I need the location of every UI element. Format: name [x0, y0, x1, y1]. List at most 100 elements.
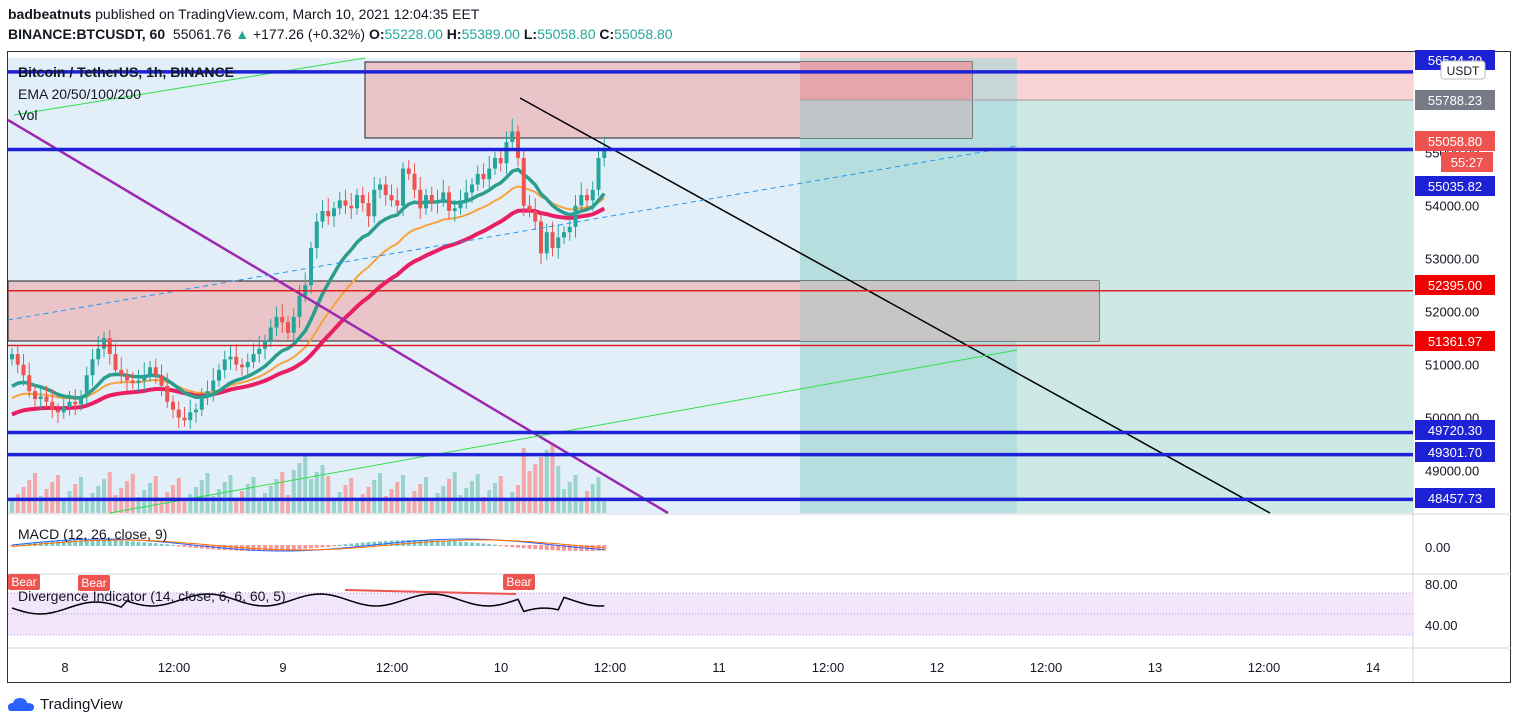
price-tick-label: 53000.00: [1425, 252, 1479, 267]
macd-bar: [142, 542, 147, 546]
macd-bar: [50, 541, 55, 546]
macd-bar: [21, 543, 26, 546]
ema-100-line: [11, 185, 605, 400]
bear-label-text: Bear: [506, 575, 531, 589]
green-channel-top: [13, 57, 366, 116]
candle-body: [527, 205, 532, 211]
chart-frame: [7, 51, 1511, 683]
candle-body: [67, 401, 72, 408]
macd-bar: [234, 545, 239, 551]
macd-legend[interactable]: MACD (12, 26, close, 9): [18, 526, 168, 542]
macd-bar: [498, 545, 503, 547]
macd-bar: [521, 545, 526, 549]
candle-body: [372, 189, 377, 217]
macd-bar: [159, 543, 164, 546]
macd-bar: [556, 545, 561, 551]
bear-label: Bear: [8, 574, 40, 590]
price-label: 52395.00: [1415, 275, 1495, 295]
bear-label-text: Bear: [11, 575, 36, 589]
macd-bar: [378, 541, 382, 546]
volume-bar: [61, 498, 66, 513]
price-label-bg: [1415, 488, 1495, 508]
volume-bar: [539, 457, 543, 513]
macd-bar: [257, 545, 262, 551]
volume-legend[interactable]: Vol: [18, 107, 38, 123]
volume-bar: [475, 474, 480, 513]
open-label: O:: [368, 26, 385, 42]
macd-bar: [102, 540, 106, 546]
time-tick-label: 14: [1366, 660, 1380, 675]
candle-body: [27, 375, 32, 392]
currency-badge[interactable]: USDT: [1440, 60, 1486, 80]
volume-bar: [125, 481, 129, 513]
macd-bar: [326, 545, 331, 547]
candle-body: [113, 354, 118, 370]
macd-bar: [113, 540, 118, 546]
volume-bar: [383, 496, 388, 513]
volume-bar: [452, 472, 457, 513]
candle-body: [533, 210, 538, 222]
candle-body: [153, 367, 158, 376]
author-name[interactable]: badbeatnuts: [8, 6, 92, 22]
ema-200-line: [11, 206, 606, 417]
volume-bar: [291, 470, 296, 513]
volume-bar: [470, 481, 474, 513]
candle-body: [240, 364, 244, 368]
price-tick-label: 54000.00: [1425, 199, 1479, 214]
macd-bar: [90, 540, 95, 546]
bear-label: Bear: [78, 575, 110, 591]
volume-bar: [544, 450, 549, 513]
price-tick-label: 52000.00: [1425, 305, 1479, 320]
candle-body: [165, 385, 170, 402]
macd-bar: [372, 541, 377, 546]
price-label-text: 51361.97: [1428, 334, 1482, 349]
macd-bar: [464, 541, 469, 546]
macd-bar: [73, 540, 78, 546]
candle-body: [504, 142, 509, 164]
volume-bar: [521, 448, 526, 513]
signal-line: [11, 539, 605, 551]
price-label-bg: [1415, 275, 1495, 295]
volume-bar: [136, 497, 141, 513]
candle-body: [487, 168, 492, 180]
volume-bar: [130, 474, 135, 513]
volume-bar: [349, 478, 354, 513]
candle-body: [268, 327, 273, 341]
ema-legend[interactable]: EMA 20/50/100/200: [18, 86, 141, 102]
volume-bar: [107, 472, 112, 513]
macd-bar: [602, 545, 607, 551]
candle-body: [159, 375, 164, 386]
candle-body: [493, 157, 497, 169]
macd-bar: [176, 545, 181, 547]
candle-body: [406, 168, 411, 174]
macd-bar: [590, 545, 595, 551]
volume-bar: [182, 501, 187, 513]
macd-bar: [67, 540, 72, 546]
candle-body: [326, 210, 331, 217]
candle-body: [573, 205, 578, 227]
time-tick-label: 10: [494, 660, 508, 675]
candle-body: [84, 375, 89, 397]
macd-bar: [562, 545, 566, 551]
volume-bar: [10, 501, 14, 513]
macd-bar: [493, 544, 497, 546]
macd-bar: [107, 540, 112, 546]
volume-bar: [550, 443, 555, 513]
candle-body: [435, 200, 440, 204]
candle-body: [556, 237, 561, 249]
candle-body: [498, 157, 503, 164]
candle-body: [228, 356, 233, 360]
price-label: 55035.82: [1415, 176, 1495, 196]
resistance-box-overlap: [800, 62, 972, 100]
candle-body: [136, 380, 141, 384]
volume-bar: [533, 464, 538, 513]
macd-bar: [171, 544, 175, 546]
candle-body: [251, 354, 256, 362]
volume-bar: [188, 494, 193, 513]
divergence-legend[interactable]: Divergence Indicator (14, close, 6, 6, 6…: [18, 588, 286, 604]
tradingview-logo[interactable]: TradingView: [8, 696, 123, 713]
volume-bar: [395, 482, 400, 513]
candle-body: [337, 200, 342, 209]
black-trendline: [519, 97, 1271, 514]
